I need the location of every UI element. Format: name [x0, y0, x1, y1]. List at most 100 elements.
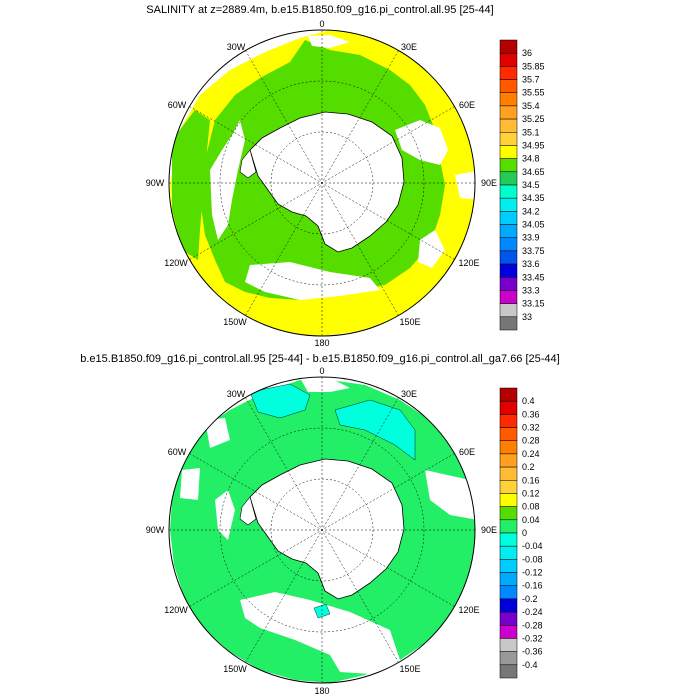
lon-label-90w: 90W — [146, 178, 165, 188]
colorbar-1-label: 35.4 — [522, 101, 540, 111]
colorbar-2-swatch — [499, 598, 518, 613]
colorbar-1-swatch — [499, 66, 518, 80]
colorbar-2-swatch — [499, 387, 518, 402]
colorbar-1-label: 34.35 — [522, 193, 545, 203]
colorbar-1-swatch — [499, 250, 518, 265]
lon-label-150e: 150E — [399, 317, 420, 327]
colorbar-1-label: 33.45 — [522, 272, 545, 282]
colorbar-2-label: -0.4 — [522, 660, 538, 670]
colorbar-2-label: -0.36 — [522, 647, 543, 657]
colorbar-2-swatch — [499, 493, 518, 507]
colorbar-2-swatch — [499, 611, 518, 626]
colorbar-2-swatch — [499, 532, 518, 547]
colorbar-1-swatch — [499, 145, 518, 159]
colorbar-2-swatch — [499, 506, 518, 521]
colorbar-1-swatch — [499, 158, 518, 173]
colorbar-1-label: 33.6 — [522, 259, 540, 269]
colorbar-1-label: 33.3 — [522, 285, 540, 295]
colorbar-1-swatch — [499, 237, 518, 252]
colorbar-2: 0.4 0.36 0.32 0.28 0.24 0.2 0.16 0.12 0.08 0.04 0 -… — [499, 387, 543, 679]
colorbar-2-swatch — [499, 585, 518, 600]
colorbar-1-label: 35.85 — [522, 61, 545, 71]
lon-label-150e-p2: 150E — [399, 664, 420, 674]
lon-label-150w: 150W — [223, 317, 247, 327]
lon-label-120e: 120E — [458, 258, 479, 268]
lon-label-120e-p2: 120E — [458, 605, 479, 615]
lon-label-120w: 120W — [164, 258, 188, 268]
colorbar-2-swatch — [499, 440, 518, 455]
map-panel-2: 0 180 30W 30E 60W 60E 90W 90E 120W 120E … — [146, 366, 497, 696]
lon-label-60e-p2: 60E — [459, 447, 475, 457]
lon-label-0: 0 — [319, 19, 324, 29]
colorbar-2-swatch — [499, 453, 518, 468]
colorbar-1-swatch — [499, 79, 518, 93]
colorbar-1-swatch — [499, 224, 518, 238]
colorbar-2-label: 0.16 — [522, 475, 540, 485]
panel-2-title: b.e15.B1850.f09_g16.pi_control.all.95 [2… — [80, 353, 560, 365]
colorbar-1-swatch — [499, 184, 518, 199]
difference-cyan-region — [249, 383, 311, 419]
colorbar-1-label: 35.7 — [522, 75, 540, 85]
colorbar-2-swatch — [499, 545, 518, 560]
colorbar-1-label: 33.9 — [522, 233, 540, 243]
colorbar-1-label: 36 — [522, 48, 532, 58]
colorbar-1-swatch — [499, 105, 518, 120]
lon-label-180-p2: 180 — [314, 686, 329, 696]
colorbar-1-label: 35.55 — [522, 88, 545, 98]
colorbar-2-swatch — [499, 414, 518, 428]
lon-label-30w: 30W — [227, 42, 246, 52]
map-panel-1: 0 180 30W 30E 60W 60E 90W 90E 120W 120E … — [146, 19, 497, 348]
colorbar-1-label: 33.75 — [522, 246, 545, 256]
colorbar-2-swatch — [499, 480, 518, 494]
colorbar-1-swatch — [499, 303, 518, 318]
colorbar-2-label: 0.12 — [522, 488, 540, 498]
colorbar-2-swatch — [499, 427, 518, 441]
colorbar-2-label: 0.08 — [522, 502, 540, 512]
colorbar-1-swatch — [499, 39, 518, 54]
lon-label-180: 180 — [314, 338, 329, 348]
lon-label-90w-p2: 90W — [146, 525, 165, 535]
colorbar-1: 36 35.85 35.7 35.55 35.4 35.25 35.1 34.95 34.8 34… — [499, 39, 545, 331]
lon-label-90e: 90E — [481, 178, 497, 188]
colorbar-1-swatch — [499, 171, 518, 186]
colorbar-1-label: 33 — [522, 312, 532, 322]
colorbar-1-label: 34.95 — [522, 140, 545, 150]
colorbar-1-label: 34.65 — [522, 167, 545, 177]
colorbar-2-swatch — [499, 638, 518, 652]
colorbar-1-label: 34.8 — [522, 154, 540, 164]
lon-label-60e: 60E — [459, 100, 475, 110]
colorbar-1-label: 33.15 — [522, 299, 545, 309]
colorbar-2-label: -0.16 — [522, 581, 543, 591]
colorbar-2-swatch — [499, 400, 518, 415]
colorbar-1-swatch — [499, 277, 518, 291]
colorbar-1-swatch — [499, 316, 518, 331]
panel-1-title: SALINITY at z=2889.4m, b.e15.B1850.f09_g… — [146, 4, 494, 16]
colorbar-2-label: 0.4 — [522, 396, 535, 406]
lon-label-0-p2: 0 — [319, 366, 324, 376]
colorbar-2-swatch — [499, 664, 518, 679]
lon-label-30e: 30E — [401, 42, 417, 52]
colorbar-1-swatch — [499, 263, 518, 278]
colorbar-2-swatch — [499, 625, 518, 639]
colorbar-2-label: -0.28 — [522, 620, 543, 630]
colorbar-2-label: -0.32 — [522, 633, 543, 643]
colorbar-1-label: 34.05 — [522, 220, 545, 230]
lon-label-150w-p2: 150W — [223, 664, 247, 674]
colorbar-2-swatch — [499, 651, 518, 666]
colorbar-2-label: -0.04 — [522, 541, 543, 551]
lon-label-60w: 60W — [168, 100, 187, 110]
colorbar-2-swatch — [499, 572, 518, 586]
colorbar-1-label: 34.2 — [522, 206, 540, 216]
colorbar-2-label: -0.24 — [522, 607, 543, 617]
lon-label-30w-p2: 30W — [227, 389, 246, 399]
colorbar-2-swatch — [499, 559, 518, 573]
colorbar-1-label: 34.5 — [522, 180, 540, 190]
colorbar-1-label: 35.1 — [522, 127, 540, 137]
colorbar-2-label: 0.24 — [522, 449, 540, 459]
colorbar-2-label: 0.32 — [522, 423, 540, 433]
colorbar-2-label: -0.12 — [522, 568, 543, 578]
antarctica-landmass — [249, 111, 405, 253]
colorbar-2-label: -0.2 — [522, 594, 538, 604]
colorbar-2-swatch — [499, 466, 518, 481]
